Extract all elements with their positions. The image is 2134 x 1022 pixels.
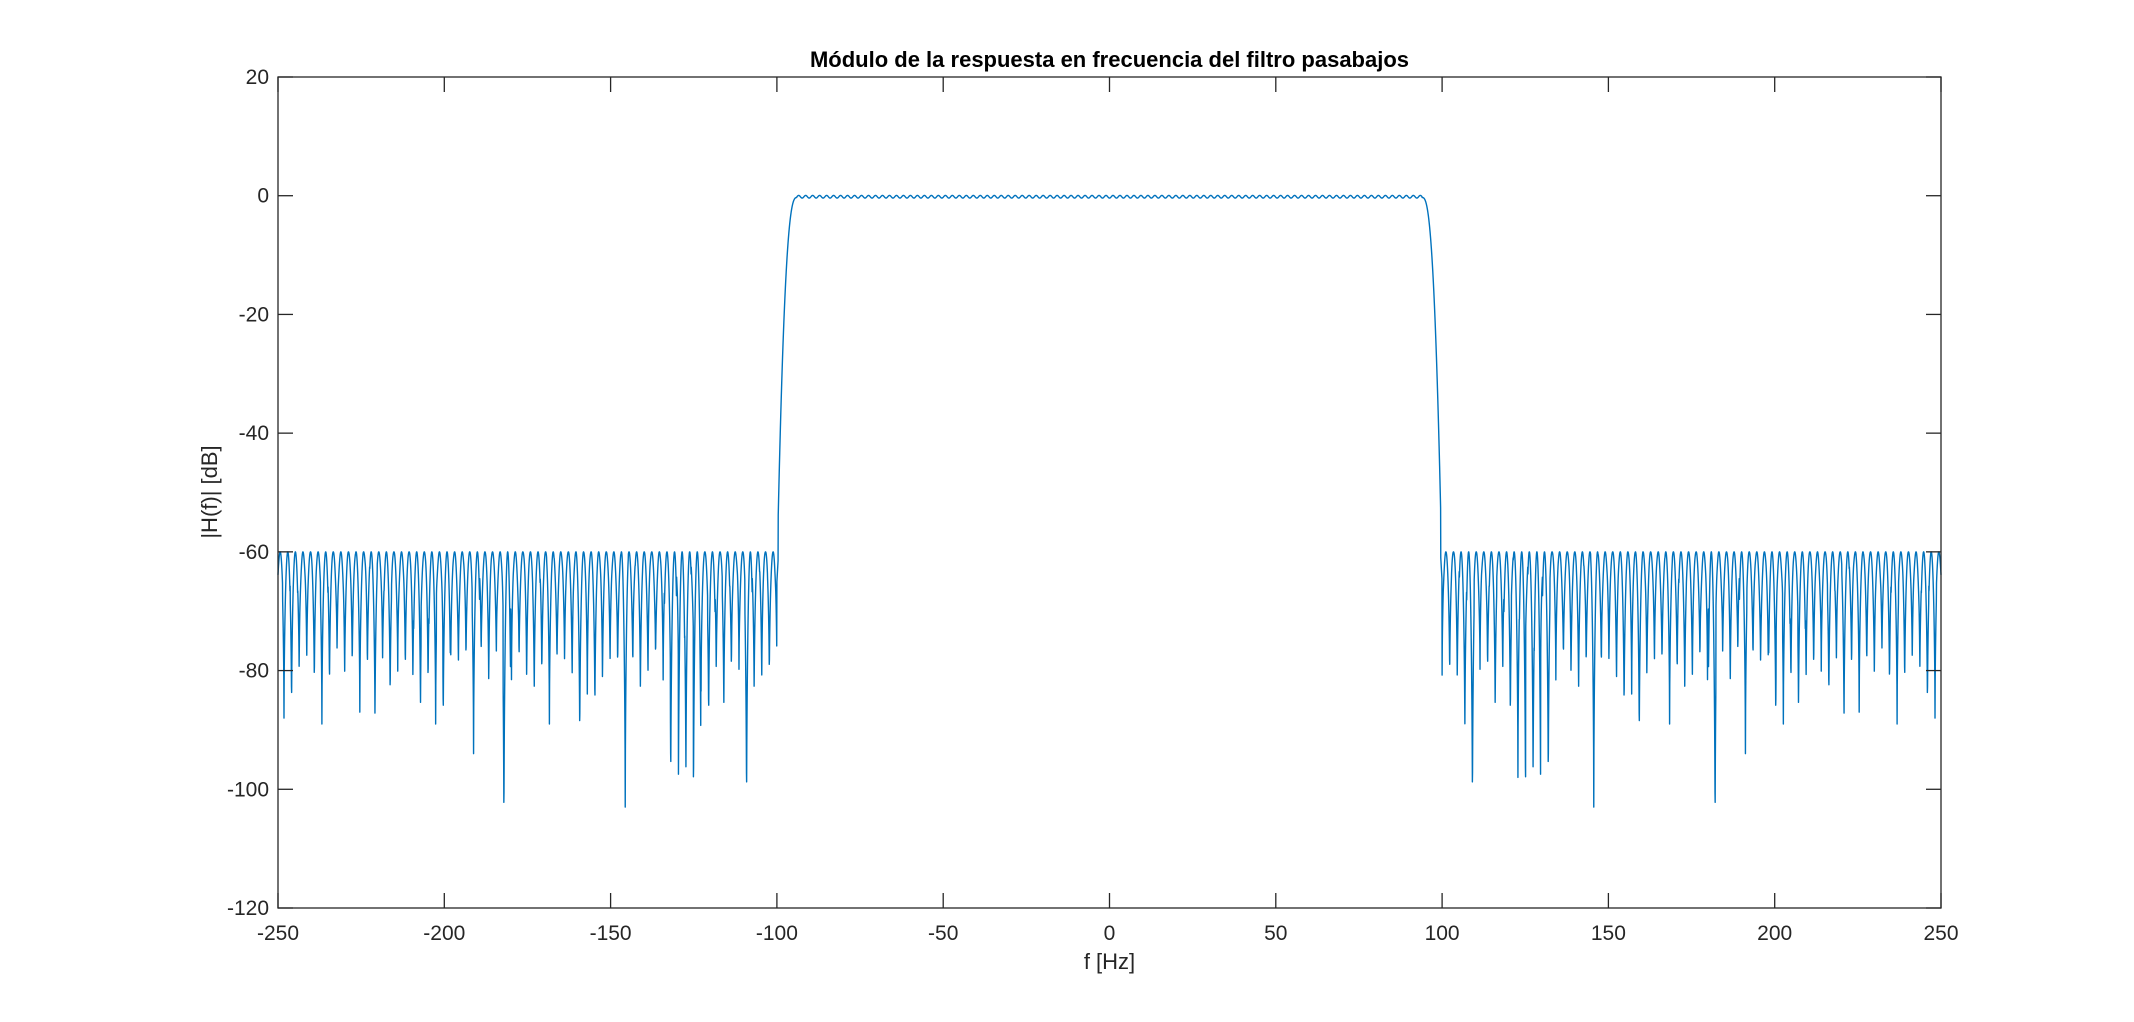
data-layer xyxy=(277,194,1942,808)
x-tick-label: 150 xyxy=(1591,922,1626,945)
y-tick-label: -40 xyxy=(239,422,269,445)
x-tick-label: 200 xyxy=(1757,922,1792,945)
x-tick-label: 0 xyxy=(1104,922,1116,945)
plot-area-background xyxy=(278,77,1941,908)
chart-title: Módulo de la respuesta en frecuencia del… xyxy=(810,47,1409,72)
x-tick-label: 100 xyxy=(1425,922,1460,945)
y-tick-label: 0 xyxy=(257,185,269,208)
y-tick-label: 20 xyxy=(246,66,269,89)
x-tick-label: -250 xyxy=(257,922,299,945)
x-axis-label: f [Hz] xyxy=(1084,949,1135,974)
y-axis-label: |H(f)| [dB] xyxy=(197,445,222,538)
y-tick-label: -120 xyxy=(227,897,269,920)
y-tick-label: -100 xyxy=(227,778,269,801)
y-tick-label: -20 xyxy=(239,303,269,326)
x-tick-label: 50 xyxy=(1264,922,1287,945)
x-tick-label: -200 xyxy=(423,922,465,945)
x-tick-label: -50 xyxy=(928,922,958,945)
y-tick-label: -80 xyxy=(239,660,269,683)
x-tick-label: 250 xyxy=(1923,922,1958,945)
labels-layer: -250 -200 -150 -100 -50 0 50 100 150 200 250-120-1… xyxy=(227,66,1959,945)
y-tick-label: -60 xyxy=(239,541,269,564)
x-tick-label: -150 xyxy=(590,922,632,945)
frequency-response-line xyxy=(277,194,1942,808)
plot-area-border xyxy=(277,76,1942,909)
x-tick-label: -100 xyxy=(756,922,798,945)
